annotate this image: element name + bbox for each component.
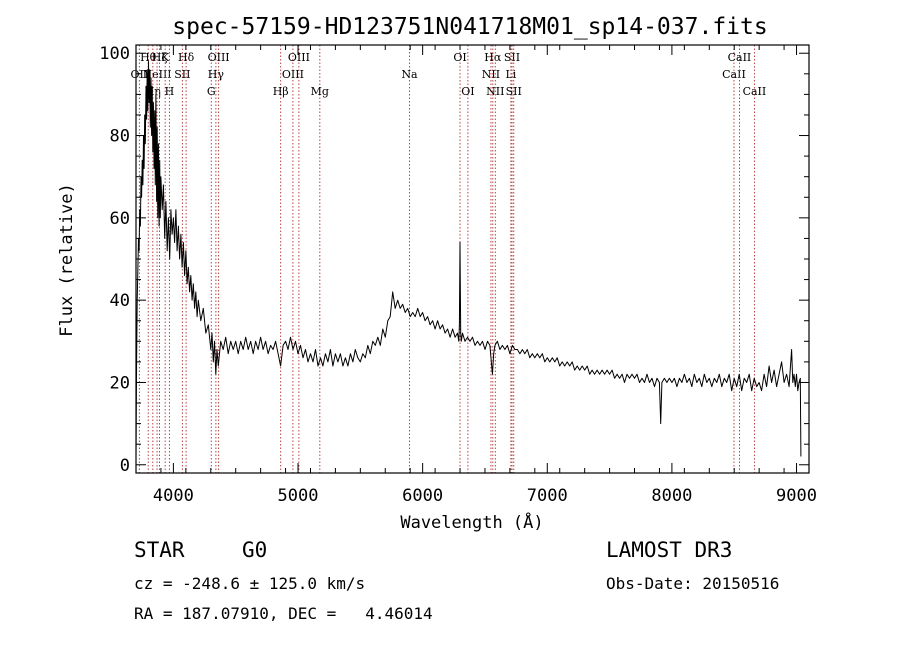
marker-label: SII <box>506 85 522 98</box>
object-subclass: G0 <box>242 538 268 562</box>
x-tick-label: 6000 <box>402 486 443 506</box>
x-tick-label: 7000 <box>527 486 568 506</box>
x-axis-ticks: 4000 5000 6000 7000 8000 9000 <box>135 45 817 506</box>
marker-label: OIII <box>208 51 230 64</box>
y-tick-label: 100 <box>99 44 130 64</box>
marker-label: NII <box>486 85 504 98</box>
sky-coordinates: RA = 187.07910, DEC = 4.46014 <box>134 604 433 623</box>
marker-label: CaII <box>743 85 767 98</box>
marker-label: OII <box>131 68 149 81</box>
marker-label: NII <box>482 68 500 81</box>
velocity-readout: cz = -248.6 ± 125.0 km/s <box>134 574 366 593</box>
x-tick-label: 9000 <box>776 486 817 506</box>
y-tick-label: 80 <box>110 127 130 147</box>
line-markers: OIIHθHηNeIIIHζKHSIIHδGHγOIIIHβOIIIOIIIMg… <box>131 45 767 473</box>
marker-label: Hζ <box>152 51 168 64</box>
marker-label: H <box>165 85 175 98</box>
marker-label: OIII <box>288 51 310 64</box>
marker-label: CaII <box>728 51 752 64</box>
y-axis-ticks: 0 20 40 60 80 100 <box>99 44 809 476</box>
marker-label: K <box>161 51 170 64</box>
marker-label: Hα <box>484 51 502 64</box>
x-axis-label: Wavelength (Å) <box>400 511 543 533</box>
marker-label: G <box>207 85 216 98</box>
x-tick-label: 5000 <box>278 486 319 506</box>
survey-name: LAMOST DR3 <box>606 538 733 562</box>
marker-label: Li <box>505 68 516 81</box>
marker-label: OIII <box>282 68 304 81</box>
marker-label: Hβ <box>273 85 289 98</box>
x-tick-label: 4000 <box>153 486 194 506</box>
y-tick-label: 20 <box>110 373 130 393</box>
spectrum-series <box>135 61 802 457</box>
x-tick-label: 8000 <box>651 486 692 506</box>
marker-label: Hδ <box>178 51 195 64</box>
y-tick-label: 0 <box>120 456 130 476</box>
marker-label: Hγ <box>208 68 225 81</box>
marker-label: SII <box>174 68 190 81</box>
marker-label: OI <box>453 51 466 64</box>
spectrum-line-0 <box>135 61 802 457</box>
chart-title: spec-57159-HD123751N041718M01_sp14-037.f… <box>172 14 767 40</box>
y-tick-label: 60 <box>110 209 130 229</box>
marker-label: OI <box>461 85 474 98</box>
marker-label: SII <box>504 51 520 64</box>
marker-label: Na <box>401 68 418 81</box>
y-axis-label: Flux (relative) <box>57 183 77 337</box>
observation-date: Obs-Date: 20150516 <box>606 574 780 593</box>
y-tick-label: 40 <box>110 291 130 311</box>
marker-label: Hθ <box>140 51 157 64</box>
object-class: STAR <box>134 538 185 562</box>
marker-label: Mg <box>311 85 329 98</box>
plot-frame <box>135 44 810 474</box>
marker-label: CaII <box>722 68 746 81</box>
